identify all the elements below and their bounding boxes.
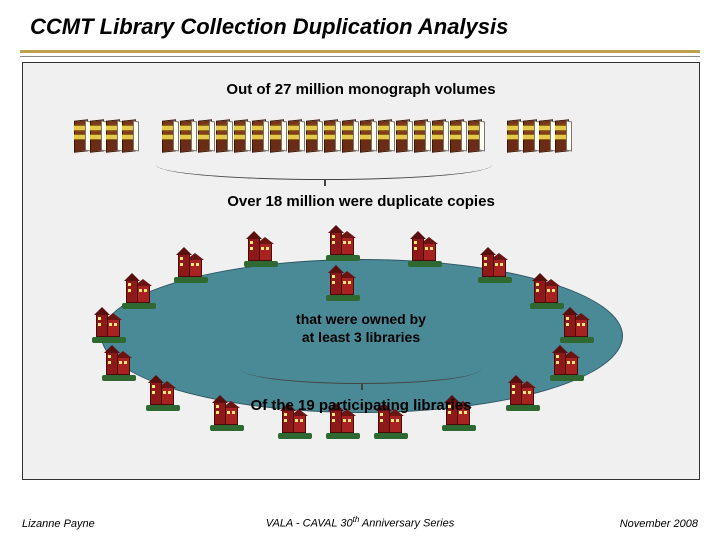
title-underline-thin	[20, 56, 700, 57]
footer-series: VALA - CAVAL 30th Anniversary Series	[0, 515, 720, 530]
book-icon	[464, 118, 486, 156]
caption-line-3b: at least 3 libraries	[23, 329, 699, 345]
library-building-icon	[478, 247, 512, 283]
caption-line-1: Out of 27 million monograph volumes	[23, 81, 699, 98]
caption-line-2: Over 18 million were duplicate copies	[23, 193, 699, 210]
library-building-icon	[326, 225, 360, 261]
library-building-icon	[102, 345, 136, 381]
slide-title: CCMT Library Collection Duplication Anal…	[30, 14, 690, 40]
caption-line-3a: that were owned by	[23, 311, 699, 327]
library-building-icon	[326, 265, 360, 301]
library-building-icon	[122, 273, 156, 309]
library-building-icon	[244, 231, 278, 267]
book-icon	[118, 118, 140, 156]
title-underline	[20, 50, 700, 53]
library-building-icon	[550, 345, 584, 381]
footer-mid-pre: VALA - CAVAL 30	[266, 518, 353, 530]
library-building-icon	[408, 231, 442, 267]
library-building-icon	[174, 247, 208, 283]
book-icon	[551, 118, 573, 156]
diagram-panel: Out of 27 million monograph volumes Over…	[22, 62, 700, 480]
footer-mid-post: Anniversary Series	[359, 518, 454, 530]
brace-books	[156, 165, 492, 180]
library-building-icon	[530, 273, 564, 309]
caption-line-4: Of the 19 participating libraries	[23, 397, 699, 414]
footer-date: November 2008	[620, 518, 698, 530]
